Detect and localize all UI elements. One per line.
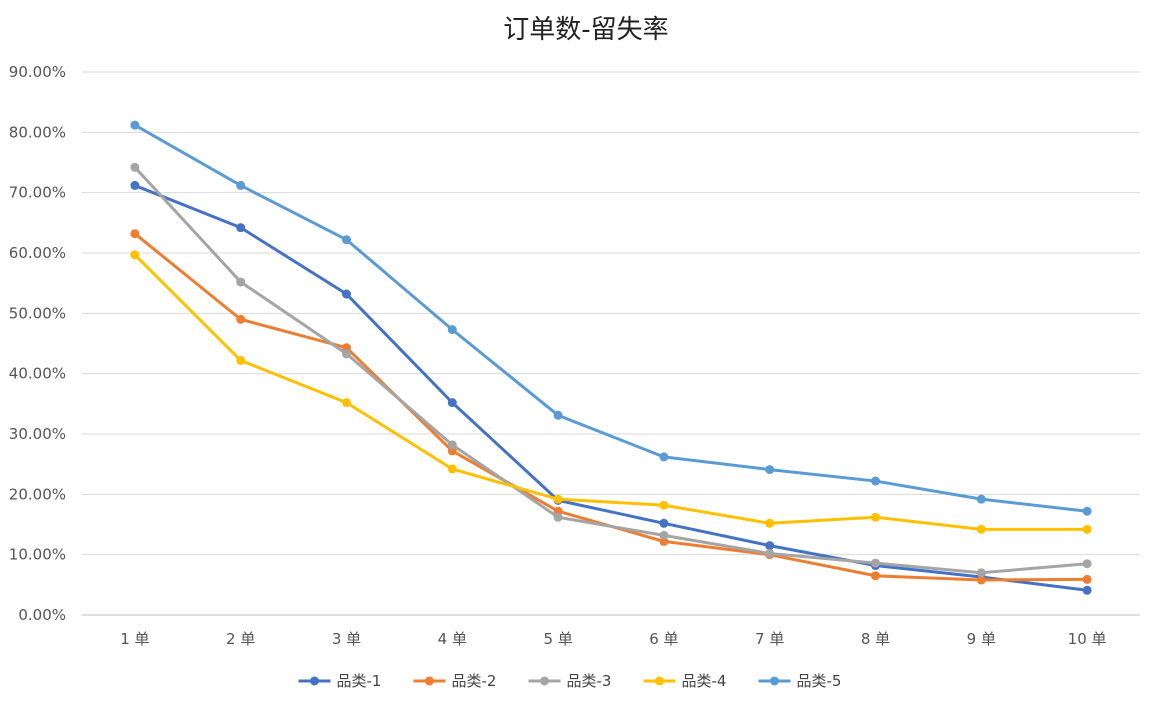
- x-tick-label: 9 单: [967, 630, 996, 648]
- legend-label: 品类-5: [797, 672, 842, 690]
- x-tick-label: 4 单: [438, 630, 467, 648]
- series-4: [130, 250, 1092, 534]
- legend-label: 品类-4: [682, 672, 727, 690]
- data-point: [659, 518, 669, 528]
- x-tick-label: 7 单: [755, 630, 784, 648]
- data-point: [130, 250, 140, 260]
- data-point: [871, 558, 880, 568]
- y-tick-label: 30.00%: [9, 425, 66, 443]
- series-3: [130, 162, 1092, 578]
- legend-item: 品类-5: [758, 672, 842, 690]
- legend-item: 品类-4: [643, 672, 727, 690]
- data-point: [765, 548, 775, 558]
- legend-label: 品类-2: [452, 672, 497, 690]
- gridlines: [82, 71, 1140, 616]
- series-line: [133, 232, 1089, 582]
- y-tick-label: 40.00%: [9, 365, 66, 383]
- data-point: [342, 289, 351, 299]
- y-tick-label: 70.00%: [9, 184, 66, 202]
- x-tick-label: 1 单: [120, 630, 149, 648]
- series-line: [133, 123, 1089, 513]
- data-point: [553, 410, 563, 420]
- data-point: [553, 512, 563, 522]
- y-tick-label: 80.00%: [9, 123, 66, 141]
- data-point: [236, 223, 246, 233]
- data-point: [976, 568, 986, 578]
- data-point: [236, 277, 246, 287]
- legend-item: 品类-3: [528, 672, 612, 690]
- x-axis: 1 单 2 单 3 单 4 单 5 单 6 单 7 单 8 单 9 单 10 单: [120, 630, 1106, 648]
- data-point: [447, 398, 457, 408]
- data-point: [1082, 574, 1092, 584]
- data-point: [342, 235, 351, 245]
- y-axis: 0.00% 10.00% 20.00% 30.00% 40.00% 50.00% 60.00…: [9, 63, 66, 624]
- y-tick-label: 10.00%: [9, 546, 66, 564]
- series-group: [130, 120, 1092, 595]
- x-tick-label: 5 单: [543, 630, 572, 648]
- data-point: [447, 464, 457, 474]
- y-tick-label: 50.00%: [9, 304, 66, 322]
- data-point: [659, 530, 669, 540]
- data-point: [342, 398, 351, 408]
- legend-swatch-marker: [655, 676, 664, 686]
- legend-label: 品类-3: [567, 672, 612, 690]
- y-tick-label: 20.00%: [9, 485, 66, 503]
- data-point: [1082, 524, 1092, 534]
- y-tick-label: 60.00%: [9, 244, 66, 262]
- x-tick-label: 3 单: [332, 630, 361, 648]
- data-point: [765, 541, 775, 551]
- x-tick-label: 8 单: [861, 630, 890, 648]
- data-point: [659, 500, 669, 510]
- data-point: [1082, 506, 1092, 516]
- legend-label: 品类-1: [337, 672, 382, 690]
- data-point: [342, 349, 351, 359]
- chart-title: 订单数-留失率: [503, 15, 668, 45]
- data-point: [130, 162, 140, 172]
- series-line: [133, 253, 1089, 531]
- data-point: [236, 355, 246, 365]
- data-point: [765, 465, 775, 475]
- data-point: [1082, 585, 1092, 595]
- x-tick-label: 2 单: [226, 630, 255, 648]
- data-point: [871, 571, 880, 581]
- data-point: [976, 494, 986, 504]
- data-point: [553, 494, 563, 504]
- data-point: [130, 180, 140, 190]
- series-line: [133, 165, 1089, 575]
- data-point: [1082, 559, 1092, 569]
- series-5: [130, 120, 1092, 516]
- series-1: [130, 180, 1092, 595]
- legend: 品类-1 品类-2 品类-3 品类-4 品类-5: [298, 672, 842, 690]
- y-tick-label: 0.00%: [18, 606, 66, 624]
- data-point: [130, 120, 140, 130]
- data-point: [447, 440, 457, 450]
- x-tick-label: 6 单: [649, 630, 678, 648]
- series-2: [130, 229, 1092, 585]
- series-line: [133, 183, 1089, 592]
- legend-swatch-marker: [770, 676, 779, 686]
- y-tick-label: 90.00%: [9, 63, 66, 81]
- data-point: [236, 314, 246, 324]
- data-point: [871, 476, 880, 486]
- legend-swatch-marker: [425, 676, 434, 686]
- data-point: [236, 180, 246, 190]
- data-point: [659, 452, 669, 462]
- data-point: [871, 512, 880, 522]
- data-point: [130, 229, 140, 239]
- x-tick-label: 10 单: [1068, 630, 1107, 648]
- data-point: [447, 325, 457, 335]
- data-point: [976, 524, 986, 534]
- data-point: [976, 575, 986, 585]
- legend-item: 品类-1: [298, 672, 382, 690]
- legend-swatch-marker: [310, 676, 319, 686]
- legend-item: 品类-2: [413, 672, 497, 690]
- legend-swatch-marker: [540, 676, 549, 686]
- data-point: [765, 518, 775, 528]
